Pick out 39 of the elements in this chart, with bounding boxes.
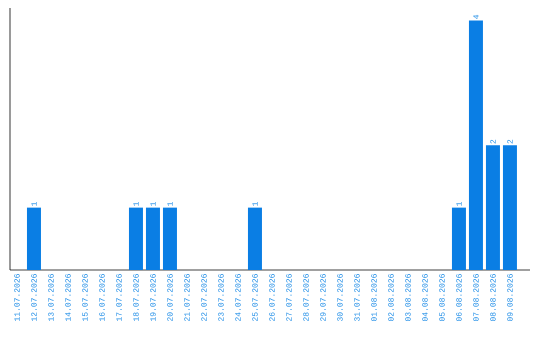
x-tick-label: 14.07.2026	[65, 274, 71, 321]
x-tick-label: 29.07.2026	[320, 274, 326, 321]
data-label: 1	[133, 202, 139, 206]
data-label: 2	[507, 140, 513, 144]
x-tick-label: 25.07.2026	[252, 274, 258, 321]
x-tick-label: 05.08.2026	[439, 274, 445, 322]
x-tick-label: 07.08.2026	[473, 274, 479, 322]
x-tick-label: 26.07.2026	[269, 274, 275, 321]
x-tick-label: 02.08.2026	[388, 274, 394, 322]
x-tick-label: 15.07.2026	[82, 274, 88, 321]
x-tick-label: 22.07.2026	[201, 274, 207, 321]
x-tick-label: 16.07.2026	[99, 274, 105, 321]
x-tick-label: 01.08.2026	[371, 274, 377, 322]
x-tick-label: 19.07.2026	[150, 274, 156, 321]
x-tick-label: 06.08.2026	[456, 274, 462, 322]
data-label: 1	[252, 202, 258, 206]
x-tick-label: 18.07.2026	[133, 274, 139, 321]
x-tick-label: 24.07.2026	[235, 274, 241, 321]
x-tick-label: 31.07.2026	[354, 274, 360, 322]
data-label: 4	[473, 14, 479, 19]
x-tick-label: 08.08.2026	[490, 274, 496, 322]
x-tick-label: 28.07.2026	[303, 274, 309, 321]
x-tick-label: 04.08.2026	[422, 274, 428, 322]
x-tick-label: 03.08.2026	[405, 274, 411, 322]
data-label: 1	[456, 202, 462, 206]
x-tick-label: 23.07.2026	[218, 274, 224, 321]
x-tick-label: 13.07.2026	[48, 274, 54, 321]
x-tick-label: 17.07.2026	[116, 274, 122, 321]
x-tick-label: 09.08.2026	[507, 274, 513, 322]
data-label: 1	[31, 202, 37, 206]
x-tick-label: 27.07.2026	[286, 274, 292, 321]
x-tick-label: 20.07.2026	[167, 274, 173, 321]
data-label: 2	[490, 140, 496, 144]
x-tick-label: 21.07.2026	[184, 274, 190, 321]
data-label: 1	[150, 202, 156, 206]
x-tick-label: 11.07.2026	[14, 274, 20, 321]
x-tick-label: 12.07.2026	[31, 274, 37, 321]
data-label: 1	[167, 202, 173, 206]
x-tick-label: 30.07.2026	[337, 274, 343, 322]
